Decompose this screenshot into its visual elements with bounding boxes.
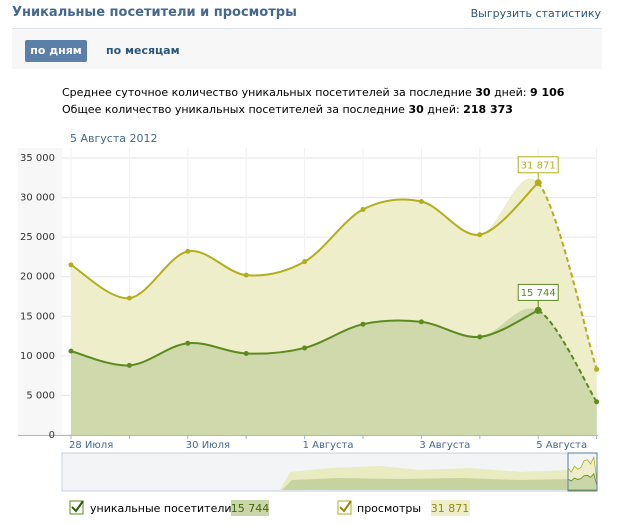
navigator-fill: [62, 478, 568, 490]
point: [126, 295, 132, 301]
stat-days: 30: [408, 103, 424, 116]
chart-subtitle: 5 Августа 2012: [70, 132, 157, 145]
title: Уникальные посетители и просмотры: [12, 5, 297, 20]
y-tick-label: 25 000: [20, 232, 55, 243]
y-tick-label: 20 000: [20, 272, 55, 283]
area: [71, 308, 597, 435]
point: [360, 321, 366, 327]
point: [418, 199, 424, 205]
tab[interactable]: по месяцам: [106, 44, 180, 57]
stat-line: Среднее суточное количество уникальных п…: [62, 86, 564, 99]
x-tick-label: 28 Июля: [69, 440, 113, 451]
point: [302, 345, 308, 351]
point: [243, 350, 249, 356]
tab-bar: [12, 28, 602, 69]
stat-label: Среднее суточное количество уникальных п…: [62, 86, 472, 99]
point: [185, 248, 191, 254]
point: [185, 340, 191, 346]
stat-unit: дней:: [494, 86, 527, 99]
tab[interactable]: по дням: [25, 40, 87, 62]
point: [594, 366, 600, 372]
stat-days: 30: [475, 86, 491, 99]
x-tick-label: 30 Июля: [186, 440, 230, 451]
legend-badge: [431, 500, 470, 516]
stat-line: Общее количество уникальных посетителей …: [62, 103, 513, 116]
check-icon: [71, 500, 84, 513]
export-link[interactable]: Выгрузить статистику: [470, 7, 601, 20]
y-tick-label: 30 000: [20, 193, 55, 204]
point: [68, 262, 74, 268]
point: [126, 362, 132, 368]
legend-label: уникальные посетители: [90, 502, 232, 515]
navigator-window[interactable]: [567, 452, 598, 492]
check-icon: [339, 500, 352, 513]
stat-unit: дней:: [427, 103, 460, 116]
y-tick-label: 0: [49, 430, 55, 441]
point: [594, 399, 600, 405]
point: [243, 272, 249, 278]
x-tick-label: 3 Августа: [419, 440, 470, 451]
legend-badge: [231, 500, 269, 516]
x-tick-label: 1 Августа: [303, 440, 354, 451]
legend-label: просмотры: [357, 502, 421, 515]
y-tick-label: 35 000: [20, 153, 55, 164]
y-tick-label: 10 000: [20, 351, 55, 362]
point: [68, 348, 74, 354]
stat-value: 9 106: [529, 86, 565, 99]
point: [477, 334, 483, 340]
x-tick-label: 5 Августа: [536, 440, 587, 451]
line-forecast: [537, 182, 598, 370]
point: [302, 259, 308, 265]
y-tick-label: 5 000: [26, 390, 55, 401]
value-label: 15 744: [521, 288, 556, 299]
stat-label: Общее количество уникальных посетителей …: [62, 103, 405, 116]
legend-value: 31 871: [431, 502, 470, 515]
point: [360, 206, 366, 212]
line-forecast: [537, 309, 598, 403]
legend-value: 15 744: [231, 502, 270, 515]
stat-value: 218 373: [463, 103, 513, 116]
point: [418, 319, 424, 325]
y-tick-label: 15 000: [20, 311, 55, 322]
point: [477, 232, 483, 238]
value-label: 31 871: [521, 160, 556, 171]
